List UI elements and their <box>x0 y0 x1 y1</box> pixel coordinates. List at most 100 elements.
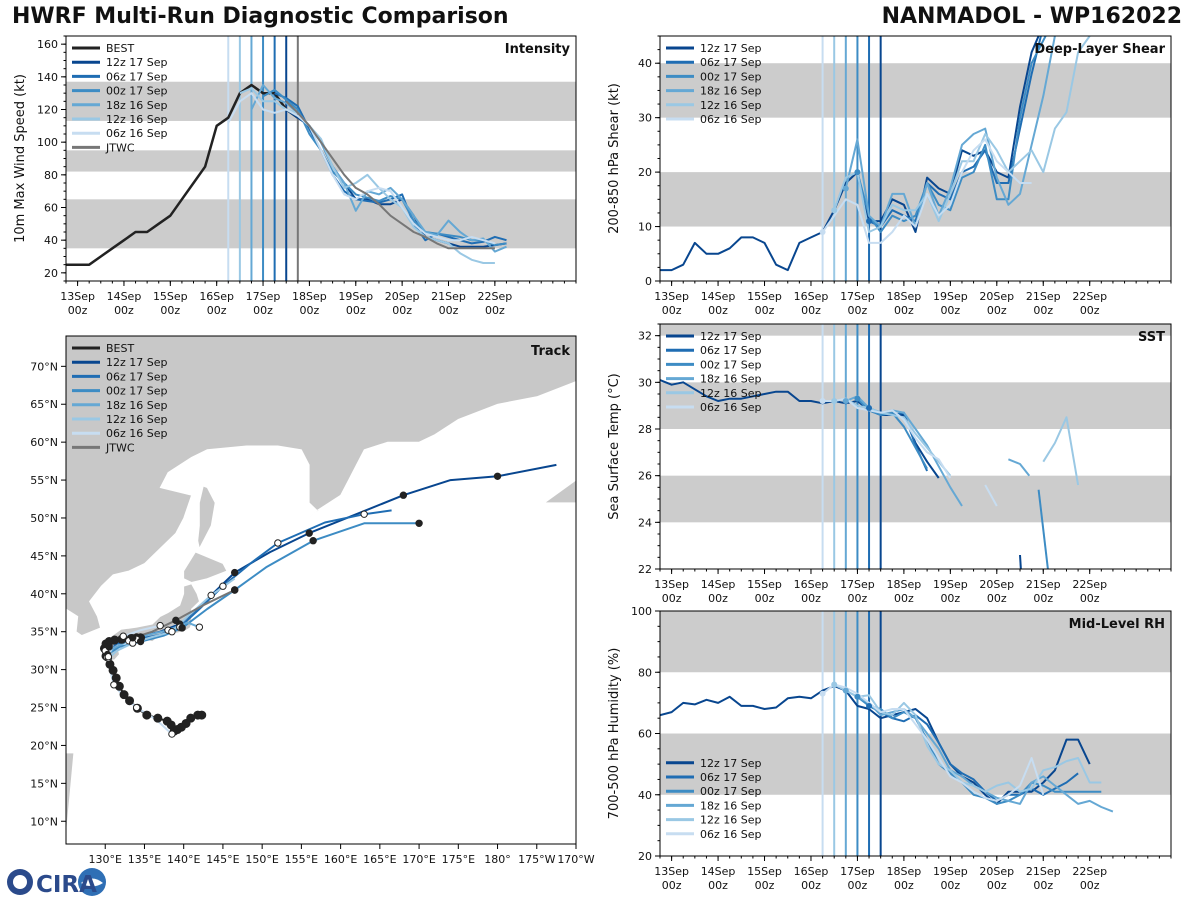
threshold-band <box>66 150 576 172</box>
x-tick-label: 14Sep <box>701 865 736 878</box>
x-tick-sublabel: 00z <box>848 304 868 317</box>
x-tick-label: 170°W <box>557 853 594 866</box>
series-line <box>833 36 1091 233</box>
y-tick-label: 30 <box>638 376 652 389</box>
init-point-marker <box>819 690 826 697</box>
legend-label: 18z 16 Sep <box>106 99 168 112</box>
legend-label: 18z 16 Sep <box>700 85 762 98</box>
x-tick-label: 18Sep <box>292 290 327 303</box>
track-point <box>119 632 127 640</box>
x-tick-label: 15Sep <box>747 865 782 878</box>
y-tick-label: 20 <box>638 850 652 863</box>
legend-label: 06z 16 Sep <box>700 828 762 841</box>
init-point-marker <box>866 702 873 709</box>
legend-label: 06z 17 Sep <box>106 70 168 83</box>
x-tick-sublabel: 00z <box>708 592 728 605</box>
track-point <box>230 568 239 577</box>
track-point <box>172 616 180 625</box>
track-point <box>110 681 118 689</box>
y-tick-label: 40 <box>638 57 652 70</box>
x-tick-sublabel: 00z <box>392 304 412 317</box>
y-tick-label: 10 <box>638 221 652 234</box>
x-tick-label: 13Sep <box>654 865 689 878</box>
legend-label: 06z 16 Sep <box>106 427 168 440</box>
y-tick-label: 140 <box>37 71 58 84</box>
series-line <box>834 397 952 477</box>
series-line <box>1042 416 1080 486</box>
logo-globe-inner-icon <box>13 875 27 889</box>
init-point-marker <box>842 398 849 404</box>
legend-label: JTWC <box>105 141 135 154</box>
series-line <box>984 484 998 507</box>
y-tick-label: 60°N <box>30 436 58 449</box>
x-tick-label: 16Sep <box>199 290 234 303</box>
threshold-band <box>660 475 1171 523</box>
x-tick-sublabel: 00z <box>801 879 821 892</box>
legend-label: 12z 16 Sep <box>106 113 168 126</box>
init-point-marker <box>854 395 861 402</box>
legend-label: 12z 17 Sep <box>106 356 168 369</box>
x-tick-label: 150°E <box>245 853 278 866</box>
x-tick-sublabel: 00z <box>894 879 914 892</box>
x-tick-label: 22Sep <box>1072 865 1107 878</box>
init-point-marker <box>854 169 861 176</box>
x-tick-label: 19Sep <box>933 578 968 591</box>
series-line <box>1008 458 1031 477</box>
x-tick-sublabel: 00z <box>662 304 682 317</box>
panel-title: Track <box>531 344 570 359</box>
land-mass <box>66 336 576 636</box>
legend-label: 18z 16 Sep <box>700 799 762 812</box>
land-mass <box>543 479 576 504</box>
x-tick-label: 22Sep <box>1072 290 1107 303</box>
track-point <box>415 519 423 527</box>
legend-label: JTWC <box>105 441 135 454</box>
init-point-marker <box>831 681 838 688</box>
y-axis-label: 10m Max Wind Speed (kt) <box>13 74 28 243</box>
x-tick-label: 19Sep <box>933 865 968 878</box>
panel-title: Deep-Layer Shear <box>1034 42 1165 57</box>
sst-plot-area <box>660 324 1171 569</box>
track-point <box>105 643 113 651</box>
y-tick-label: 60 <box>44 202 58 215</box>
y-axis-label: 700-500 hPa Humidity (%) <box>607 648 622 820</box>
init-point-marker <box>819 398 826 404</box>
x-tick-label: 17Sep <box>246 290 281 303</box>
y-tick-label: 25°N <box>30 702 58 715</box>
y-tick-label: 20 <box>44 267 58 280</box>
y-axis-label: Sea Surface Temp (°C) <box>607 373 622 520</box>
y-tick-label: 20°N <box>30 739 58 752</box>
main-title: HWRF Multi-Run Diagnostic Comparison <box>12 4 509 29</box>
x-tick-label: 13Sep <box>654 578 689 591</box>
logo-text: CIRA <box>36 872 97 898</box>
legend-label: 12z 16 Sep <box>700 99 762 112</box>
x-tick-label: 14Sep <box>107 290 142 303</box>
track-point <box>305 529 313 537</box>
y-axis-label: 200-850 hPa Shear (kt) <box>607 83 622 234</box>
x-tick-sublabel: 00z <box>1033 592 1053 605</box>
x-tick-label: 20Sep <box>979 578 1014 591</box>
axes-frame <box>65 335 577 845</box>
track-point <box>153 713 163 723</box>
init-point-marker <box>831 207 838 214</box>
y-tick-label: 50°N <box>30 512 58 525</box>
sst-panel: 22242628303213Sep00z14Sep00z15Sep00z16Se… <box>607 323 1172 605</box>
x-tick-label: 175°W <box>518 853 555 866</box>
legend-label: 06z 16 Sep <box>700 401 762 414</box>
y-tick-label: 100 <box>37 136 58 149</box>
track-line <box>105 621 200 659</box>
y-tick-label: 65°N <box>30 398 58 411</box>
init-point-marker <box>866 405 873 411</box>
x-tick-sublabel: 00z <box>848 879 868 892</box>
x-tick-label: 21Sep <box>431 290 466 303</box>
track-point <box>132 703 141 712</box>
x-tick-label: 15Sep <box>747 290 782 303</box>
series-line <box>856 696 1102 805</box>
x-tick-label: 17Sep <box>840 290 875 303</box>
land-mass <box>197 485 216 550</box>
x-tick-sublabel: 00z <box>755 592 775 605</box>
init-point-marker <box>842 687 849 694</box>
y-tick-label: 70°N <box>30 360 58 373</box>
legend-label: 00z 17 Sep <box>106 385 168 398</box>
x-tick-sublabel: 00z <box>940 592 960 605</box>
land-mass <box>183 551 228 583</box>
